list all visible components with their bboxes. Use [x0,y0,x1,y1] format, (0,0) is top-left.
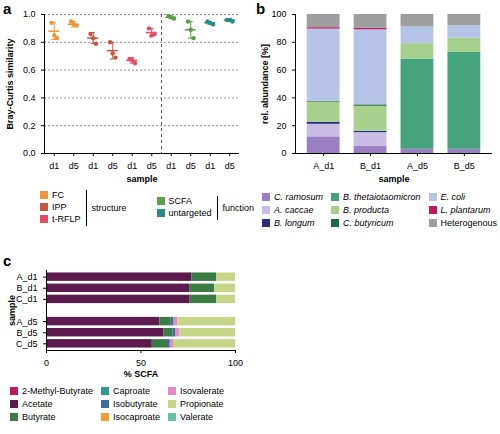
svg-text:0.6: 0.6 [23,65,36,75]
svg-text:A_d5: A_d5 [407,161,428,171]
html-text:C. ramosum: C. ramosum [274,192,323,202]
svg-text:100: 100 [228,358,243,368]
svg-text:60: 60 [276,65,286,75]
svg-text:sample: sample [378,174,409,184]
html-text:t-RFLP: t-RFLP [52,214,81,224]
svg-text:d5: d5 [225,161,235,171]
html-text:Heterogenous: Heterogenous [440,218,498,228]
svg-text:d5: d5 [147,161,157,171]
svg-text:0.4: 0.4 [23,93,36,103]
html-text:E. coli: E. coli [440,192,466,202]
svg-text:d1: d1 [166,161,176,171]
html-text:Isocaproate: Isocaproate [113,412,161,422]
html-text:L. plantarum: L. plantarum [440,205,491,215]
html-text:untargeted: untargeted [168,208,212,218]
svg-text:50: 50 [136,358,146,368]
html-text:FC: FC [52,190,64,200]
svg-text:0.2: 0.2 [23,121,36,131]
svg-text:20: 20 [276,121,286,131]
svg-text:80: 80 [276,37,286,47]
svg-text:d1: d1 [205,161,215,171]
svg-text:0.8: 0.8 [23,37,36,47]
html-text:Isovalerate: Isovalerate [180,386,225,396]
svg-text:B_d1: B_d1 [16,283,37,293]
svg-text:B_d5: B_d5 [454,161,475,171]
html-text:A. caccae: A. caccae [274,205,314,215]
html-text:Valerate: Valerate [180,412,213,422]
svg-text:A_d1: A_d1 [16,272,37,282]
html-text:B. producta: B. producta [343,205,389,215]
html-text:B. longum: B. longum [274,218,315,228]
svg-text:d5: d5 [186,161,196,171]
svg-text:d5: d5 [108,161,118,171]
svg-text:B_d5: B_d5 [16,328,37,338]
svg-text:B_d1: B_d1 [360,161,381,171]
svg-text:sample: sample [126,174,157,184]
svg-text:d1: d1 [49,161,59,171]
html-text:structure: structure [91,203,127,213]
svg-text:d1: d1 [88,161,98,171]
svg-text:1.0: 1.0 [23,9,36,19]
html-text:C. butyricum: C. butyricum [343,218,394,228]
svg-text:100: 100 [271,9,286,19]
svg-text:0: 0 [44,358,49,368]
svg-text:0.0: 0.0 [23,148,36,158]
html-text:b: b [256,0,266,17]
svg-text:A_d1: A_d1 [313,161,334,171]
svg-text:sample: sample [7,295,17,326]
html-text:2-Methyl-Butyrate: 2-Methyl-Butyrate [22,386,93,396]
svg-text:rel. abundance [%]: rel. abundance [%] [260,44,270,124]
svg-text:% SCFA: % SCFA [124,369,159,379]
html-text:B. thetaiotaomicron: B. thetaiotaomicron [343,192,421,202]
html-text:Caproate: Caproate [113,386,151,396]
html-text:a: a [3,0,12,17]
svg-text:d5: d5 [69,161,79,171]
html-text:Butyrate: Butyrate [22,412,56,422]
html-text:Isobutyrate: Isobutyrate [113,399,158,409]
svg-text:40: 40 [276,93,286,103]
html-text:c: c [3,252,12,269]
svg-text:A_d5: A_d5 [16,316,37,326]
svg-text:C_d5: C_d5 [16,339,38,349]
html-text:function: function [222,203,255,213]
html-text:Propionate: Propionate [180,399,224,409]
svg-text:0: 0 [281,148,286,158]
svg-text:Bray-Curtis similarity: Bray-Curtis similarity [5,38,15,129]
html-text:Acetate: Acetate [22,399,53,409]
html-text:SCFA: SCFA [168,196,192,206]
svg-text:d1: d1 [127,161,137,171]
html-text:IPP: IPP [52,202,67,212]
svg-text:C_d1: C_d1 [16,294,38,304]
